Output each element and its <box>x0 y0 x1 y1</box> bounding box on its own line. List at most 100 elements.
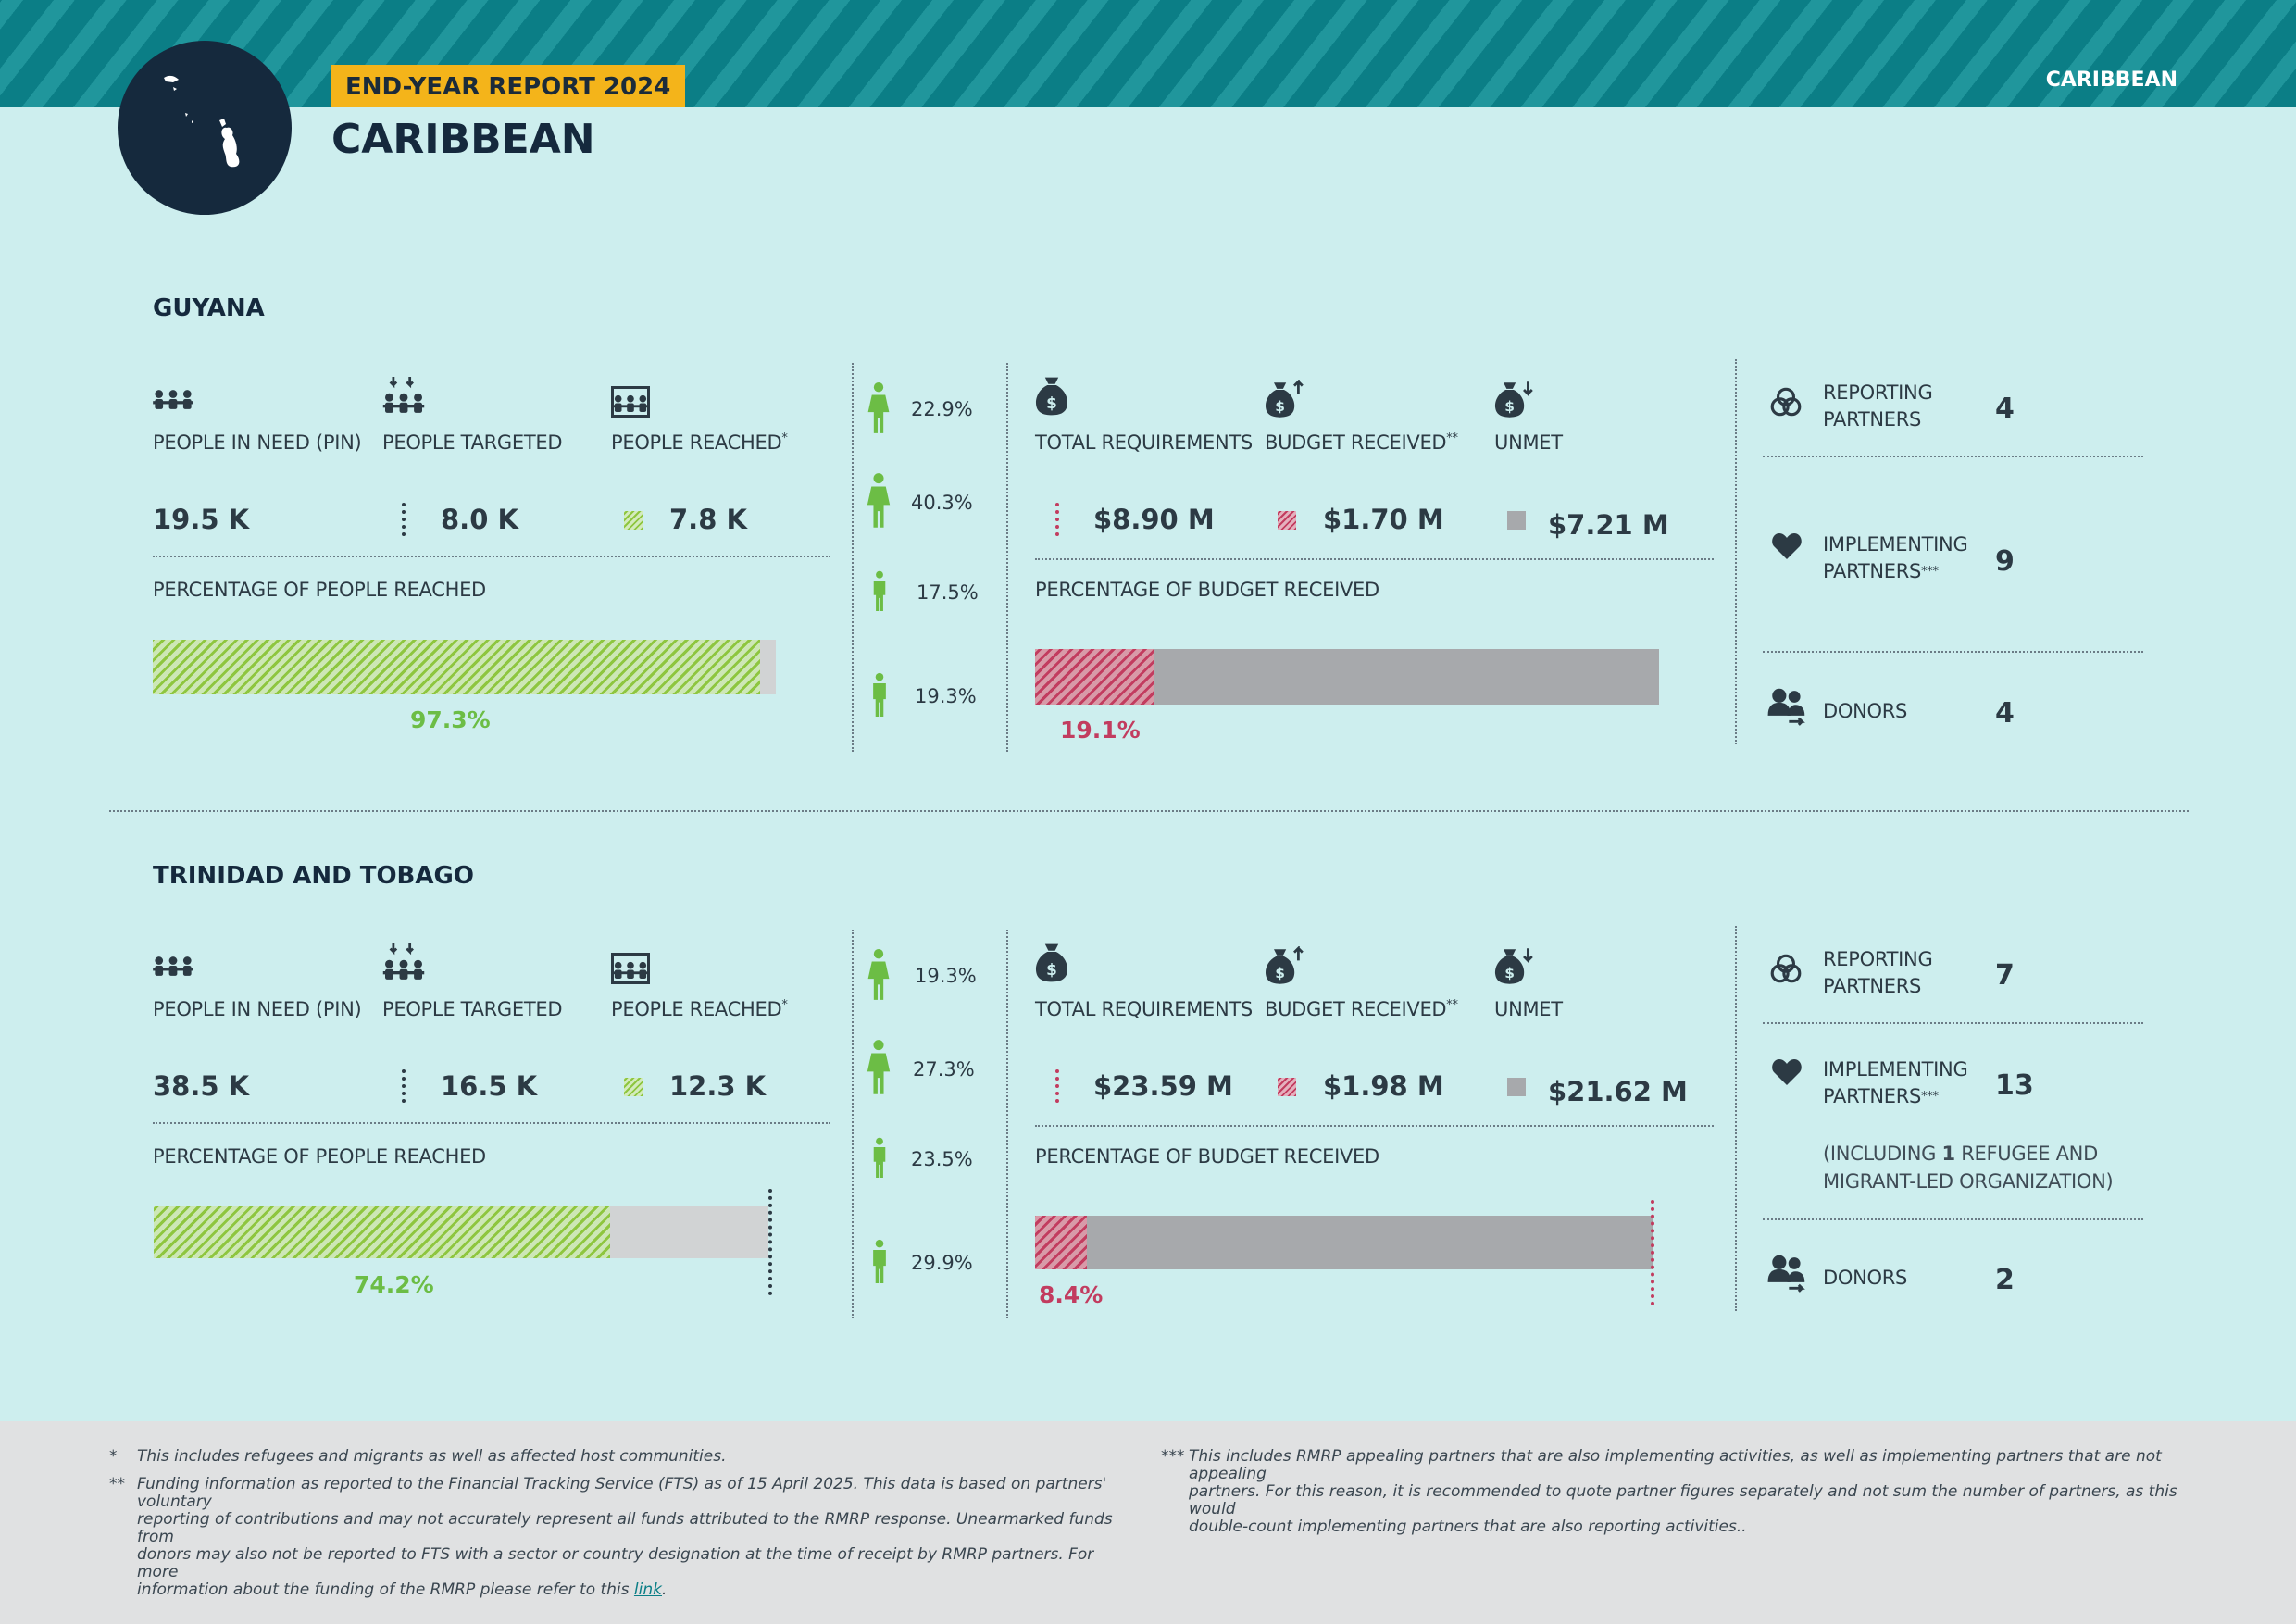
requirements-marker <box>1055 503 1059 536</box>
money-bag-down-icon: $ <box>1494 380 1533 420</box>
pct-reached-value: 97.3% <box>410 706 491 733</box>
targeted-label: PEOPLE TARGETED <box>382 998 563 1020</box>
received-legend-swatch <box>1278 511 1296 530</box>
unmet-legend-swatch <box>1507 511 1526 530</box>
pct-budget-label: PERCENTAGE OF BUDGET RECEIVED <box>1035 579 1379 601</box>
man-icon <box>869 1239 890 1283</box>
donors-value: 4 <box>1995 697 2015 730</box>
svg-text:$: $ <box>1275 398 1285 415</box>
budget-bar-fill <box>1035 1216 1088 1269</box>
footnote-1-mark: * <box>109 1447 118 1466</box>
people-targeted-icon <box>382 377 425 414</box>
people-reached-bar <box>153 640 776 694</box>
pct-budget-value: 19.1% <box>1060 717 1141 743</box>
country-title-guyana: GUYANA <box>153 294 265 322</box>
demographic-boys: 23.5% <box>911 1148 973 1170</box>
reporting-partners-label: REPORTING PARTNERS <box>1823 948 1933 997</box>
unmet-value: $21.62 M <box>1548 1076 1688 1107</box>
reached-value: 12.3 K <box>669 1070 767 1102</box>
money-bag-down-icon: $ <box>1494 946 1533 987</box>
divider <box>1763 456 2143 457</box>
pin-value: 38.5 K <box>153 1070 250 1102</box>
reporting-partners-icon <box>1768 952 1803 985</box>
unmet-label: UNMET <box>1494 998 1563 1020</box>
targeted-marker <box>402 503 406 536</box>
footnote-1: This includes refugees and migrants as w… <box>137 1447 727 1466</box>
demographic-boys: 17.5% <box>917 581 979 604</box>
pct-budget-value: 8.4% <box>1039 1281 1104 1308</box>
demographic-women: 40.3% <box>911 492 973 514</box>
divider <box>1035 1125 1714 1127</box>
people-reached-bar-fill <box>153 640 761 694</box>
divider <box>1763 1022 2143 1024</box>
reporting-partners-icon <box>1768 385 1803 418</box>
woman-icon <box>865 1039 892 1096</box>
page-title: CARIBBEAN <box>331 116 595 163</box>
budget-received-value: $1.98 M <box>1323 1070 1444 1102</box>
unmet-label: UNMET <box>1494 431 1563 454</box>
implementing-partners-label: IMPLEMENTING PARTNERS*** <box>1823 1058 1968 1107</box>
reached-value: 7.8 K <box>669 504 747 535</box>
targeted-label: PEOPLE TARGETED <box>382 431 563 454</box>
implementing-partners-note: (INCLUDING 1 REFUGEE AND MIGRANT-LED ORG… <box>1823 1143 2114 1193</box>
people-in-need-icon <box>153 955 193 977</box>
reporting-partners-value: 4 <box>1995 393 2015 425</box>
country-title-trinidad: TRINIDAD AND TOBAGO <box>153 862 474 890</box>
implementing-partners-value: 13 <box>1995 1069 2034 1102</box>
reached-label: PEOPLE REACHED* <box>611 431 788 454</box>
svg-text:$: $ <box>1275 965 1285 981</box>
pct-reached-value: 74.2% <box>354 1271 434 1298</box>
girl-icon <box>867 948 891 1002</box>
requirements-marker <box>1055 1069 1059 1103</box>
column-divider <box>1735 359 1737 744</box>
budget-received-label: BUDGET RECEIVED** <box>1265 431 1458 454</box>
svg-text:$: $ <box>1046 960 1057 979</box>
pin-label: PEOPLE IN NEED (PIN) <box>153 998 362 1020</box>
pct-people-label: PERCENTAGE OF PEOPLE REACHED <box>153 579 486 601</box>
divider <box>1035 558 1714 560</box>
pct-people-label: PERCENTAGE OF PEOPLE REACHED <box>153 1145 486 1168</box>
people-reached-icon <box>611 953 650 984</box>
footnotes-panel <box>0 1421 2296 1624</box>
column-divider <box>1006 363 1008 752</box>
pct-budget-label: PERCENTAGE OF BUDGET RECEIVED <box>1035 1145 1379 1168</box>
svg-text:$: $ <box>1046 394 1057 412</box>
reporting-partners-label: REPORTING PARTNERS <box>1823 381 1933 431</box>
svg-text:$: $ <box>1504 965 1515 981</box>
money-bag-icon: $ <box>1035 374 1068 418</box>
budget-bar <box>1035 649 1659 705</box>
man-icon <box>869 672 890 717</box>
implementing-partners-value: 9 <box>1995 545 2015 578</box>
targeted-value: 16.5 K <box>441 1070 538 1102</box>
targeted-value: 8.0 K <box>441 504 518 535</box>
section-separator <box>109 810 2189 812</box>
implementing-partners-label: IMPLEMENTING PARTNERS*** <box>1823 533 1968 582</box>
footnote-2: Funding information as reported to the F… <box>137 1475 1113 1599</box>
divider <box>1763 1218 2143 1220</box>
report-tag: END-YEAR REPORT 2024 <box>331 65 686 107</box>
demographic-women: 27.3% <box>913 1058 975 1081</box>
money-bag-icon: $ <box>1035 941 1068 985</box>
people-reached-bar <box>154 1206 768 1258</box>
total-requirements-label: TOTAL REQUIREMENTS <box>1035 431 1253 454</box>
column-divider <box>852 930 854 1318</box>
total-requirements-value: $23.59 M <box>1093 1070 1233 1102</box>
implementing-partners-icon <box>1768 1054 1805 1087</box>
girl-icon <box>867 381 891 435</box>
donors-label: DONORS <box>1823 700 1908 722</box>
unmet-legend-swatch <box>1507 1078 1526 1096</box>
boy-icon <box>869 570 890 611</box>
funding-link[interactable]: link <box>633 1580 662 1599</box>
reached-legend-swatch <box>624 1078 643 1096</box>
footnote-2-mark: ** <box>109 1475 125 1493</box>
budget-received-value: $1.70 M <box>1323 504 1444 535</box>
donors-icon <box>1766 687 1807 726</box>
budget-received-label: BUDGET RECEIVED** <box>1265 998 1458 1020</box>
donors-label: DONORS <box>1823 1267 1908 1289</box>
demographic-men: 29.9% <box>911 1252 973 1274</box>
divider <box>153 1122 830 1124</box>
donors-icon <box>1766 1254 1807 1293</box>
money-bag-up-icon: $ <box>1265 380 1304 420</box>
woman-icon <box>865 472 892 530</box>
demographic-girls: 22.9% <box>911 398 973 420</box>
